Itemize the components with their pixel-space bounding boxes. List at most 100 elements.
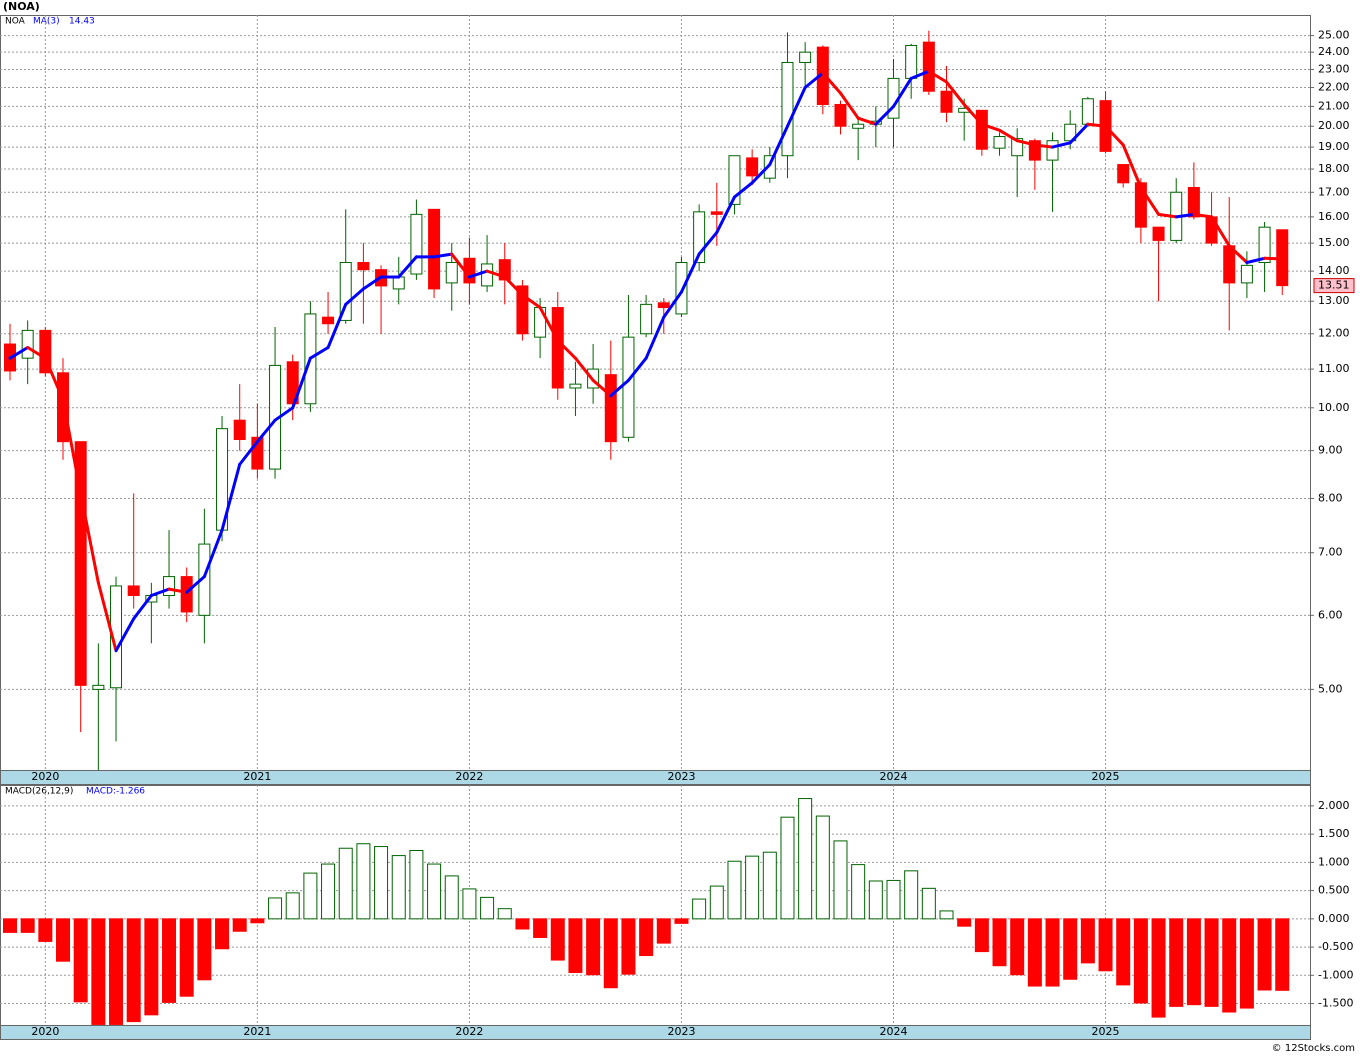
ma-line [874, 104, 895, 126]
macd-bar [833, 840, 848, 920]
candle-body [74, 441, 87, 686]
ma-line [1157, 212, 1178, 219]
ma-line [361, 275, 383, 291]
macd-bar [162, 918, 177, 1003]
macd-bar [939, 910, 954, 920]
ma-line [238, 440, 259, 466]
ma-line [626, 356, 648, 382]
macd-bar [974, 918, 989, 953]
candle-body [251, 436, 264, 470]
macd-bar [1275, 918, 1290, 991]
candle-body [940, 90, 953, 113]
ma-line [927, 69, 949, 84]
candle-body [781, 61, 794, 157]
macd-bar [1133, 918, 1148, 1004]
macd-bar [1080, 918, 1095, 964]
candle-body [445, 262, 458, 284]
macd-plot [0, 785, 1310, 1025]
candle-body [516, 285, 529, 335]
macd-bar [1063, 918, 1078, 980]
macd-bar [338, 847, 353, 920]
legend-ma-value: 14.43 [69, 17, 95, 27]
x-tick-label: 2023 [667, 1025, 695, 1038]
x-tick-label: 2024 [880, 1025, 908, 1038]
y-tick-label: 10.00 [1318, 401, 1350, 414]
macd-bar [762, 851, 777, 920]
candle-body [622, 336, 635, 438]
ma-line [1139, 186, 1161, 216]
ma-line [344, 287, 365, 306]
macd-bar [285, 892, 300, 920]
macd-bar [38, 918, 53, 942]
candle-body [1011, 138, 1024, 157]
ma-line [503, 275, 524, 297]
macd-bar [1169, 918, 1184, 1007]
macd-bar [3, 918, 17, 933]
x-tick-label: 2021 [243, 1025, 271, 1038]
macd-bar [639, 918, 654, 957]
macd-bar [1239, 918, 1254, 1009]
ma-line [61, 398, 83, 495]
macd-bar [427, 863, 442, 920]
candle-body [975, 109, 988, 150]
macd-bar [1257, 918, 1272, 991]
y-tick-label: 1.000 [1318, 855, 1350, 868]
ma-line [945, 80, 966, 106]
macd-bar [798, 798, 813, 920]
candle-body [604, 374, 617, 443]
macd-bar [356, 843, 371, 920]
macd-bar [391, 855, 406, 920]
candle-body [127, 585, 140, 597]
candle-body [640, 303, 653, 335]
ma-line [662, 290, 683, 319]
candle-body [763, 155, 776, 179]
macd-bar [727, 860, 742, 920]
y-tick-label: -1.500 [1318, 997, 1353, 1010]
x-tick-label: 2025 [1092, 1025, 1120, 1038]
y-tick-label: -1.000 [1318, 968, 1353, 981]
y-tick-label: 18.00 [1318, 162, 1350, 175]
x-tick-label: 2024 [880, 770, 908, 783]
macd-bar [709, 885, 724, 920]
ma-line [273, 406, 295, 422]
candle-body [852, 123, 865, 129]
x-axis-band [0, 1025, 1311, 1040]
macd-bar [303, 872, 318, 920]
candle-body [551, 307, 564, 389]
ma-line [715, 195, 736, 234]
macd-bar [20, 918, 35, 933]
ma-line [291, 356, 312, 410]
macd-bar [780, 816, 795, 920]
x-tick-label: 2023 [667, 770, 695, 783]
candle-body [110, 585, 123, 689]
macd-bar [568, 918, 583, 973]
macd-bar [515, 918, 530, 930]
ma-line [750, 163, 772, 185]
ma-line [167, 587, 189, 594]
macd-bar [109, 918, 124, 1025]
ma-line [1121, 143, 1143, 190]
ma-line [573, 356, 595, 382]
candle-body [1134, 182, 1147, 228]
ma-line [1263, 256, 1284, 261]
y-tick-label: 8.00 [1318, 491, 1343, 504]
ma-line [1015, 139, 1037, 147]
macd-bar [1045, 918, 1060, 987]
macd-bar [1098, 918, 1113, 972]
y-tick-label: 2.000 [1318, 799, 1350, 812]
y-tick-label: 22.00 [1318, 81, 1350, 94]
y-tick-label: 21.00 [1318, 99, 1350, 112]
ma-line [892, 76, 913, 108]
x-axis-band [0, 770, 1311, 785]
candle-body [163, 576, 176, 597]
candle-body [322, 316, 335, 325]
y-tick-label: -0.500 [1318, 940, 1353, 953]
macd-bar [1027, 918, 1042, 987]
macd-bar [1204, 918, 1219, 1007]
macd-bar [374, 846, 389, 920]
y-tick-label: 25.00 [1318, 29, 1350, 42]
candle-body [1152, 226, 1165, 241]
candle-body [993, 136, 1006, 149]
macd-bar [957, 918, 972, 927]
